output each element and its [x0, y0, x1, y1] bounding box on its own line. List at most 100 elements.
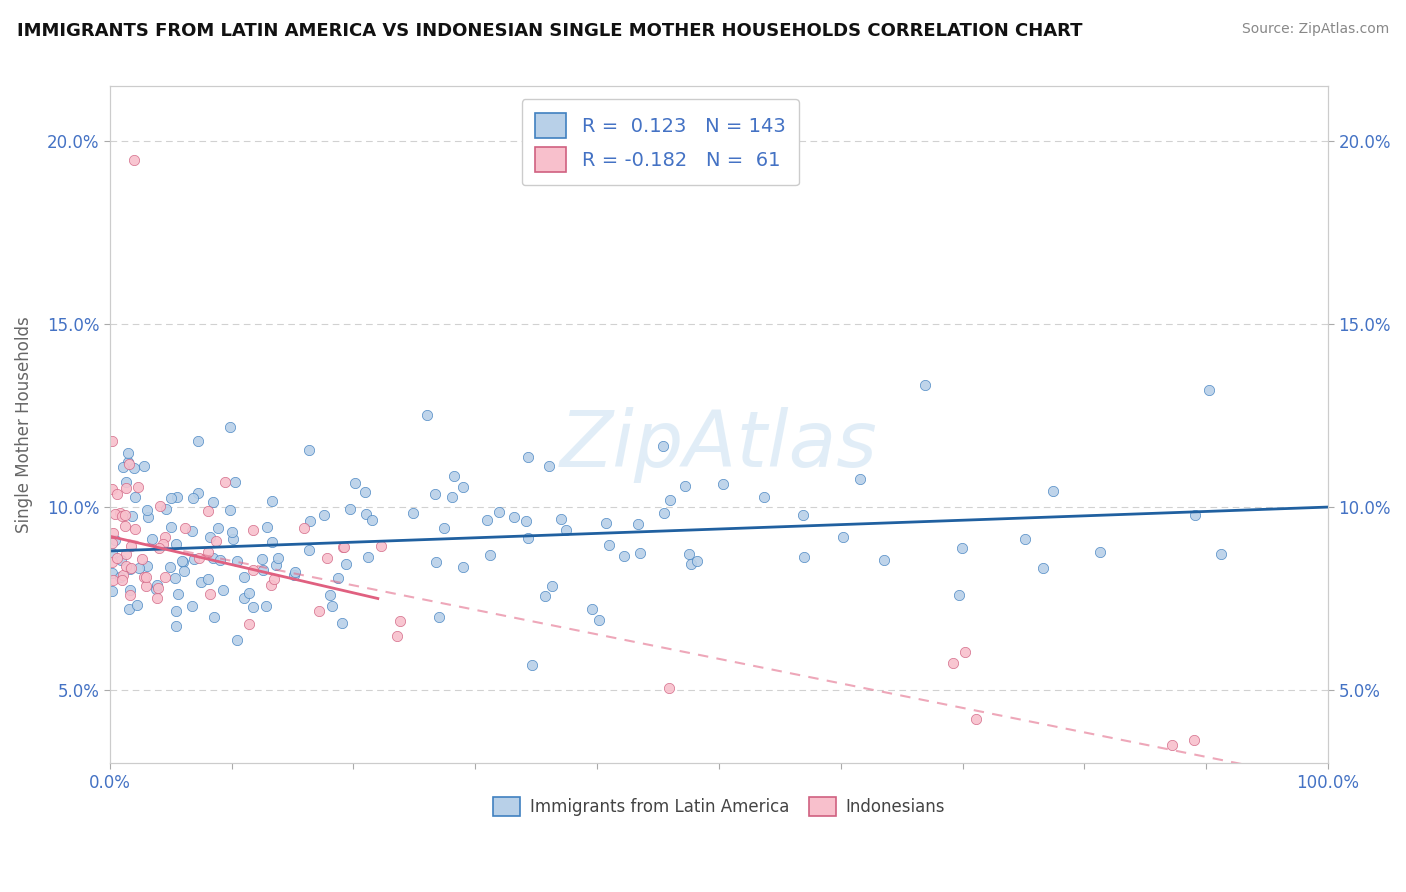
Point: [416, 409, 439, 423]
Point: [197, 504, 219, 518]
Point: [115, 547, 138, 561]
Point: [103, 573, 125, 587]
Point: [225, 633, 247, 648]
Point: [425, 486, 447, 500]
Point: [652, 439, 675, 453]
Point: [581, 602, 603, 616]
Point: [101, 536, 124, 550]
Point: [187, 434, 209, 448]
Y-axis label: Single Mother Households: Single Mother Households: [15, 317, 32, 533]
Point: [135, 503, 157, 517]
Point: [1032, 560, 1054, 574]
Point: [131, 552, 153, 566]
Point: [114, 475, 136, 489]
Point: [108, 570, 131, 584]
Point: [488, 505, 510, 519]
Point: [165, 537, 187, 551]
Point: [339, 501, 361, 516]
Point: [1014, 533, 1036, 547]
Point: [242, 564, 264, 578]
Point: [588, 614, 610, 628]
Point: [127, 480, 149, 494]
Point: [238, 586, 260, 600]
Point: [233, 591, 256, 606]
Point: [298, 443, 321, 458]
Point: [627, 516, 650, 531]
Point: [628, 546, 651, 560]
Point: [117, 455, 139, 469]
Point: [101, 546, 124, 560]
Point: [110, 506, 132, 520]
Point: [122, 153, 145, 167]
Point: [252, 551, 274, 566]
Point: [318, 588, 340, 602]
Point: [198, 530, 221, 544]
Point: [197, 572, 219, 586]
Point: [101, 584, 124, 599]
Point: [114, 481, 136, 495]
Point: [114, 508, 136, 522]
Point: [443, 469, 465, 483]
Point: [128, 560, 150, 574]
Point: [948, 589, 970, 603]
Point: [218, 502, 240, 516]
Text: IMMIGRANTS FROM LATIN AMERICA VS INDONESIAN SINGLE MOTHER HOUSEHOLDS CORRELATION: IMMIGRANTS FROM LATIN AMERICA VS INDONES…: [17, 22, 1083, 40]
Point: [152, 536, 174, 550]
Point: [595, 516, 617, 531]
Point: [180, 599, 202, 613]
Point: [202, 609, 225, 624]
Point: [202, 550, 225, 565]
Point: [330, 615, 353, 630]
Point: [141, 532, 163, 546]
Point: [752, 491, 775, 505]
Point: [226, 554, 249, 568]
Point: [267, 551, 290, 566]
Point: [101, 434, 124, 449]
Point: [238, 616, 260, 631]
Point: [180, 524, 202, 538]
Point: [207, 520, 229, 534]
Point: [135, 559, 157, 574]
Point: [105, 550, 128, 565]
Point: [117, 446, 139, 460]
Point: [198, 587, 221, 601]
Point: [792, 508, 814, 522]
Point: [427, 610, 450, 624]
Point: [312, 508, 335, 522]
Point: [174, 521, 197, 535]
Point: [516, 531, 538, 545]
Point: [233, 569, 256, 583]
Point: [103, 507, 125, 521]
Point: [283, 567, 305, 582]
Point: [1182, 733, 1205, 747]
Point: [155, 570, 177, 584]
Point: [425, 555, 447, 569]
Point: [112, 568, 135, 582]
Point: [264, 558, 287, 572]
Point: [256, 520, 278, 534]
Point: [114, 558, 136, 573]
Point: [308, 604, 330, 618]
Point: [202, 494, 225, 508]
Point: [166, 603, 188, 617]
Point: [385, 630, 408, 644]
Point: [333, 540, 356, 554]
Point: [326, 571, 349, 585]
Point: [124, 523, 146, 537]
Point: [1042, 484, 1064, 499]
Point: [503, 509, 526, 524]
Point: [402, 506, 425, 520]
Point: [1184, 508, 1206, 522]
Point: [118, 588, 141, 602]
Point: [451, 560, 474, 574]
Point: [148, 541, 170, 556]
Point: [159, 560, 181, 574]
Point: [160, 491, 183, 505]
Point: [183, 551, 205, 566]
Point: [292, 521, 315, 535]
Point: [353, 485, 375, 500]
Point: [110, 553, 132, 567]
Point: [1161, 738, 1184, 752]
Point: [188, 551, 211, 566]
Point: [849, 473, 872, 487]
